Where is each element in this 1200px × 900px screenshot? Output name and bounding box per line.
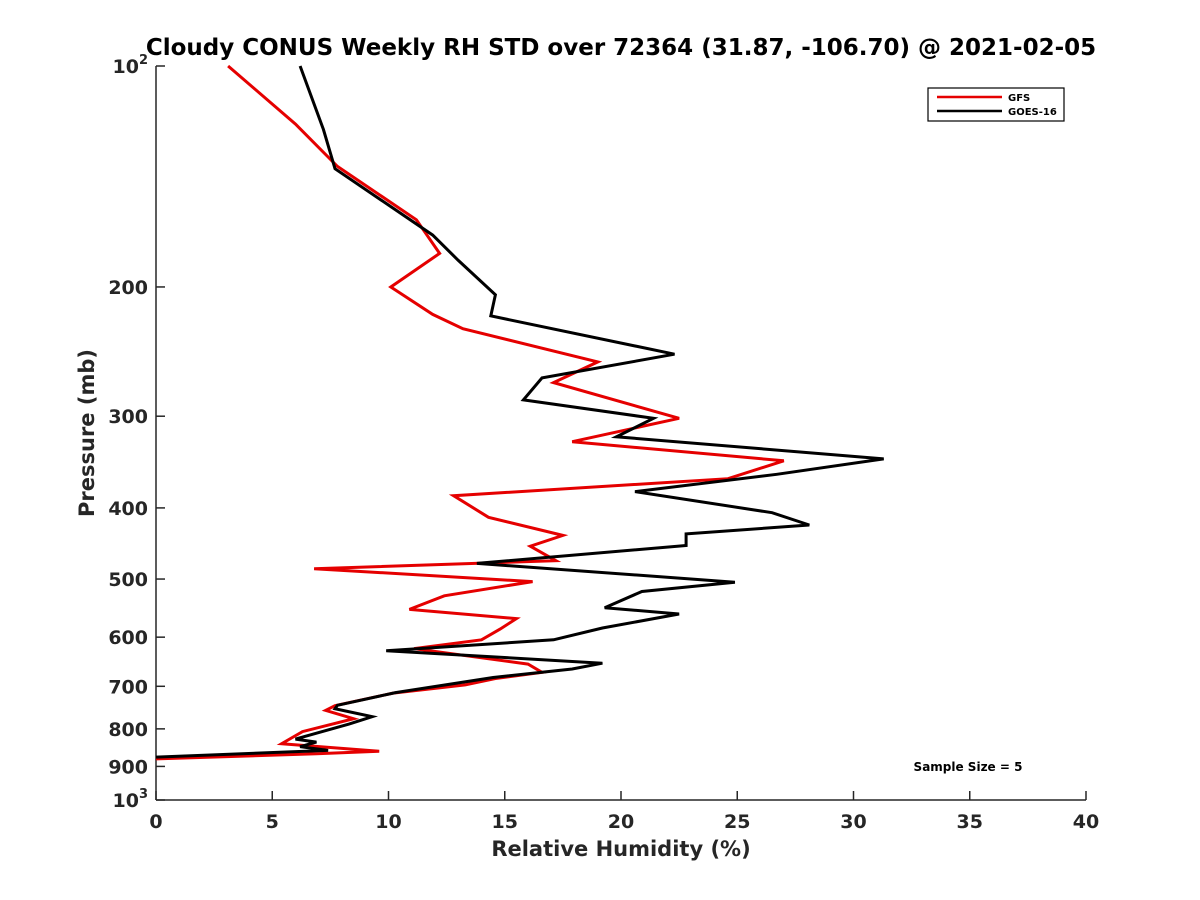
x-axis-label: Relative Humidity (%)	[491, 837, 750, 861]
series-layer	[155, 64, 884, 761]
y-axis-ticks: 102 200 300 400 500 600 700 800 900 103	[108, 53, 165, 812]
y-tick-label: 500	[108, 569, 148, 591]
y-tick-label: 300	[108, 406, 148, 428]
legend-label-gfs: GFS	[1008, 93, 1030, 104]
legend: GFS GOES-16	[927, 87, 1065, 122]
y-axis-label: Pressure (mb)	[75, 349, 99, 517]
chart-title: Cloudy CONUS Weekly RH STD over 72364 (3…	[146, 35, 1096, 61]
y-tick-label: 102	[113, 53, 149, 78]
x-tick-label: 10	[375, 811, 401, 833]
x-tick-label: 20	[608, 811, 634, 833]
y-tick-label: 103	[113, 787, 149, 812]
series-line-goes16	[155, 65, 884, 759]
y-tick-label: 900	[108, 756, 148, 778]
legend-label-goes16: GOES-16	[1008, 107, 1057, 118]
legend-box	[927, 87, 1065, 122]
y-tick-label: 800	[108, 719, 148, 741]
x-tick-label: 40	[1073, 811, 1099, 833]
y-tick-label: 600	[108, 627, 148, 649]
sample-size-annotation: Sample Size = 5	[914, 760, 1023, 774]
x-tick-label: 35	[957, 811, 983, 833]
series-line-gfs	[155, 64, 785, 761]
y-tick-label: 400	[108, 498, 148, 520]
x-tick-label: 0	[149, 811, 162, 833]
y-tick-label: 700	[108, 676, 148, 698]
x-tick-label: 30	[840, 811, 866, 833]
x-tick-label: 5	[266, 811, 279, 833]
x-tick-label: 25	[724, 811, 750, 833]
y-tick-label: 200	[108, 277, 148, 299]
x-tick-label: 15	[492, 811, 518, 833]
x-axis-ticks: 0 5 10 15 20 25 30 35 40	[149, 791, 1099, 833]
